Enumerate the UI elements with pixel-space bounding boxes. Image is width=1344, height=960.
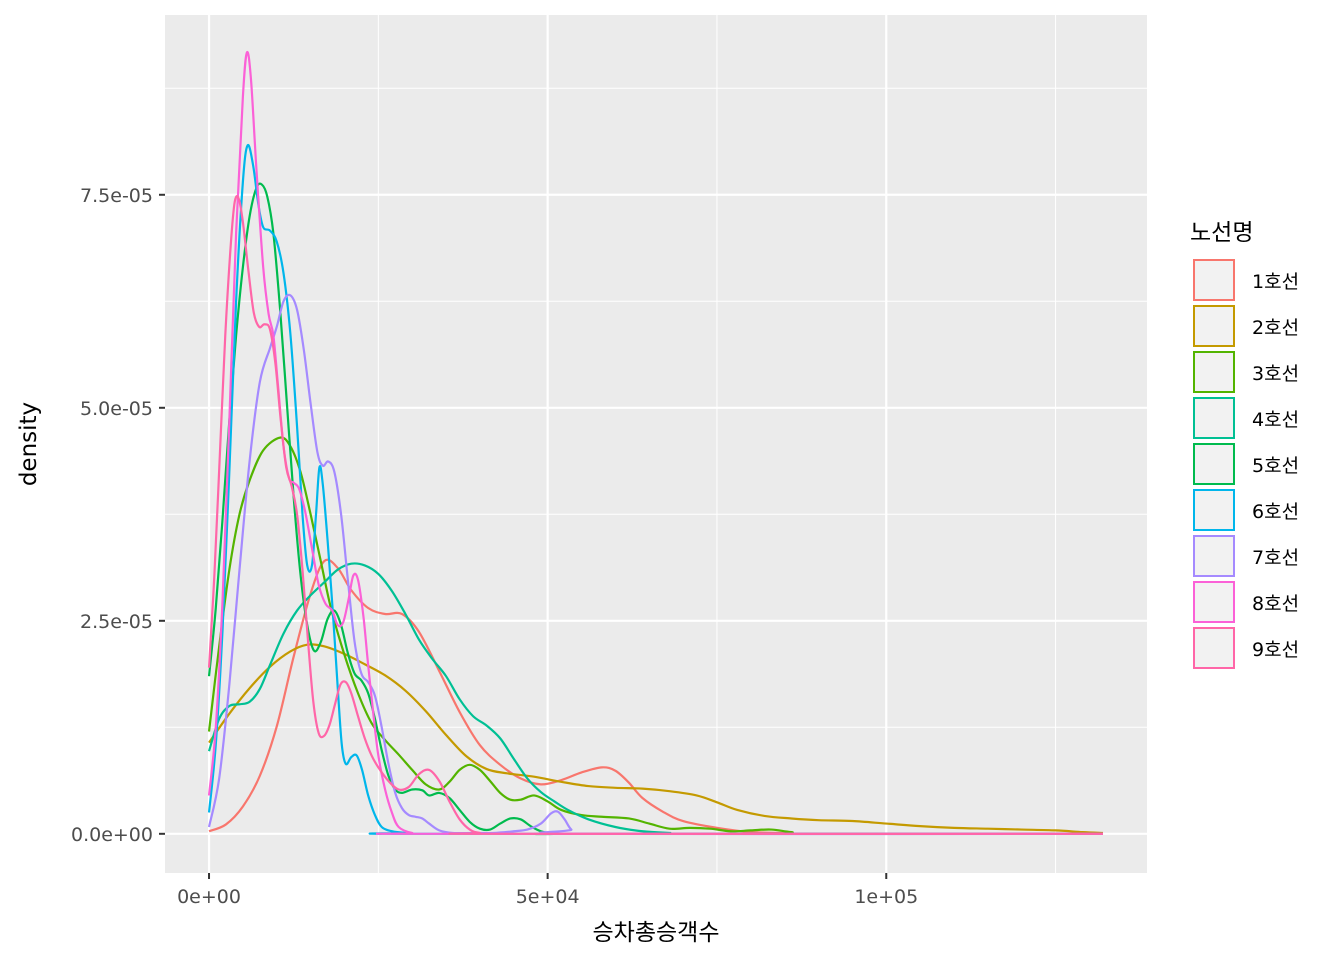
legend-key-swatch (1193, 305, 1235, 347)
legend-label: 7호선 (1252, 547, 1299, 569)
legend-label: 5호선 (1252, 455, 1299, 477)
density-line-series-5 (207, 182, 1103, 836)
density-series (207, 50, 1104, 836)
major-gridlines (165, 15, 1147, 873)
legend-title: 노선명 (1190, 220, 1253, 246)
legend-key-background (1193, 581, 1235, 623)
x-tick-label: 5e+04 (516, 886, 580, 908)
legend-label: 1호선 (1252, 271, 1299, 293)
x-axis-title: 승차총승객수 (593, 920, 720, 946)
legend-key-swatch (1193, 259, 1235, 301)
legend-label: 8호선 (1252, 593, 1299, 615)
legend-key-background (1193, 535, 1235, 577)
legend-key-swatch (1193, 443, 1235, 485)
x-axis: 0e+00 5e+04 1e+05 (177, 873, 918, 908)
density-line-series-1 (208, 558, 1103, 835)
y-tick-label: 0.0e+00 (71, 824, 153, 846)
x-tick-label: 0e+00 (177, 886, 241, 908)
legend-label: 4호선 (1252, 409, 1299, 431)
legend-key-swatch (1193, 535, 1235, 577)
legend: 노선명 1호선 2호선 3호선 4호선 5호선 6호선 7호선 8호선 9호선 (1190, 220, 1299, 669)
legend-key-background (1193, 489, 1235, 531)
legend-key-background (1193, 397, 1235, 439)
legend-key-background (1193, 627, 1235, 669)
legend-key-background (1193, 259, 1235, 301)
y-tick-label: 5.0e-05 (80, 398, 153, 420)
density-line-series-2 (208, 643, 1104, 835)
y-tick-label: 2.5e-05 (80, 611, 153, 633)
x-tick-label: 1e+05 (854, 886, 918, 908)
density-line-series-6 (207, 143, 1103, 835)
legend-label: 9호선 (1252, 639, 1299, 661)
legend-key-swatch (1193, 397, 1235, 439)
density-line-series-8 (207, 50, 1103, 835)
legend-key-background (1193, 305, 1235, 347)
legend-label: 3호선 (1252, 363, 1299, 385)
density-line-series-4 (207, 562, 1103, 835)
legend-key-swatch (1193, 489, 1235, 531)
legend-key-swatch (1193, 627, 1235, 669)
legend-key-background (1193, 351, 1235, 393)
plot-panel (165, 15, 1147, 873)
legend-key-swatch (1193, 351, 1235, 393)
legend-label: 2호선 (1252, 317, 1299, 339)
y-axis: 0.0e+00 2.5e-05 5.0e-05 7.5e-05 (71, 185, 165, 846)
legend-key-background (1193, 443, 1235, 485)
legend-key-swatch (1193, 581, 1235, 623)
y-tick-label: 7.5e-05 (80, 185, 153, 207)
legend-label: 6호선 (1252, 501, 1299, 523)
density-line-series-9 (207, 195, 1103, 835)
density-line-series-7 (207, 293, 1103, 836)
y-axis-title: density (16, 402, 42, 486)
